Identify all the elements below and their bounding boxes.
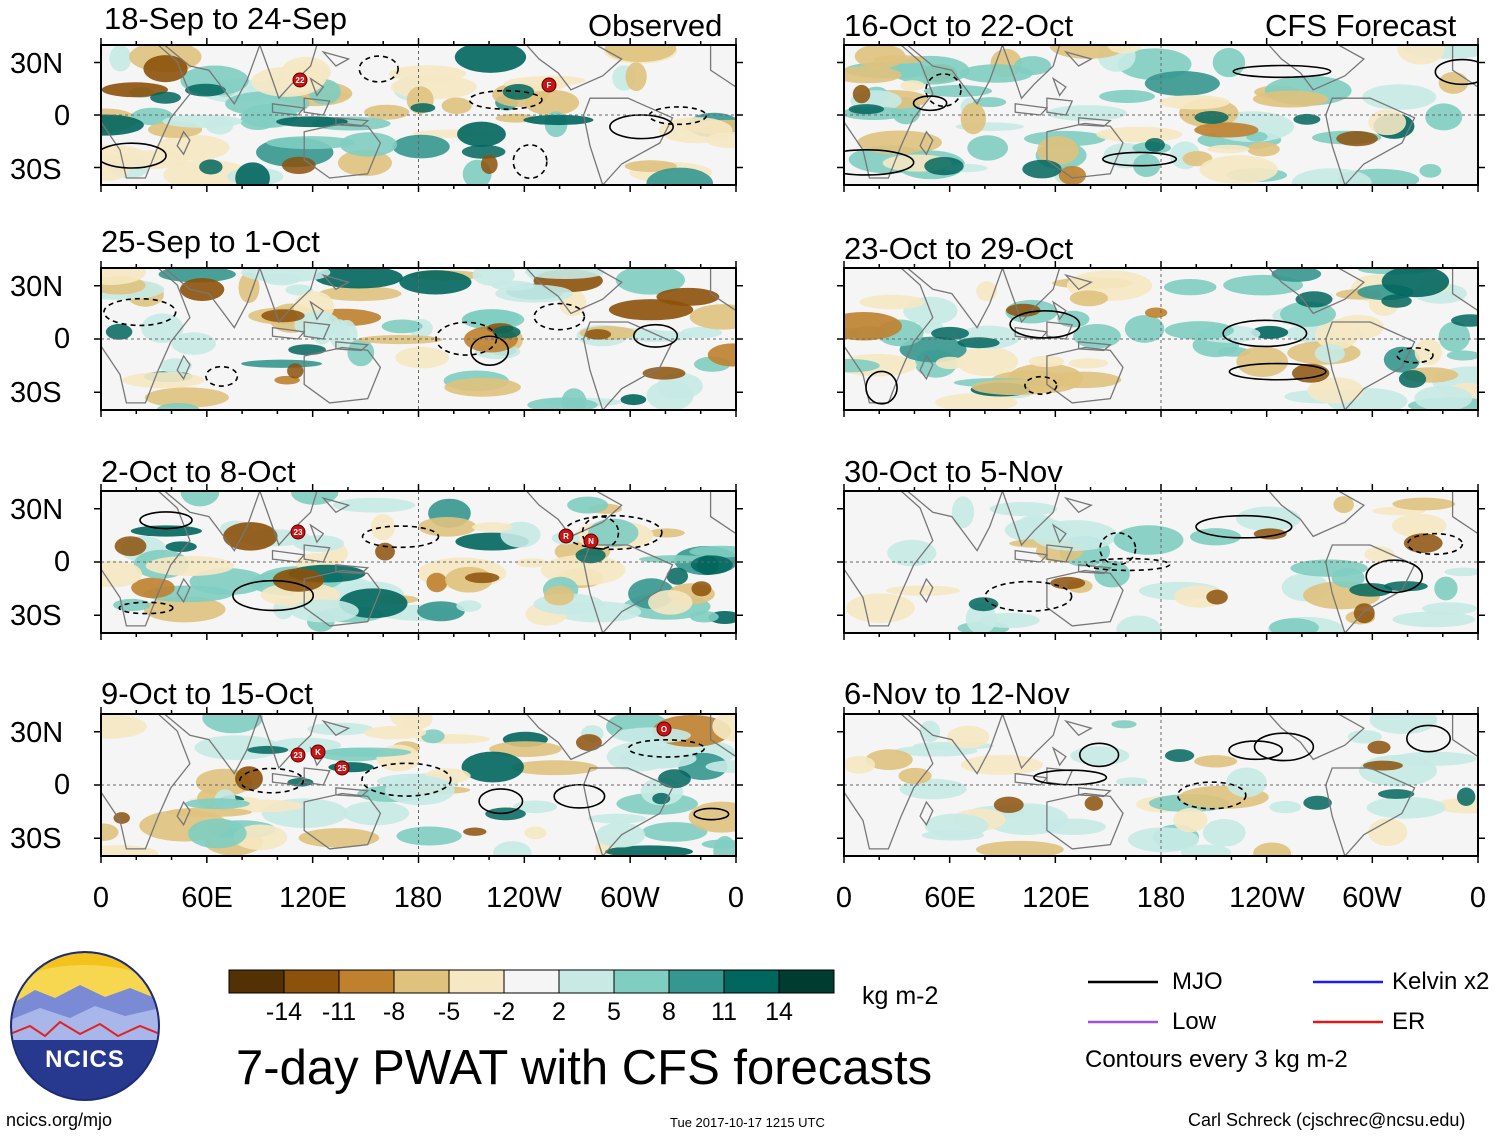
lon-label-60e: 60E xyxy=(924,882,976,914)
lat-label-eq: 0 xyxy=(54,769,71,801)
lat-label-eq: 0 xyxy=(54,100,71,132)
lon-label-60e: 60E xyxy=(181,882,233,914)
map-panel-7 xyxy=(844,491,1478,633)
storm-marker: R xyxy=(558,528,574,544)
storm-marker: 25 xyxy=(334,760,350,776)
legend-mjo-label: MJO xyxy=(1172,968,1223,995)
map-panels: 22 F 23 R N 23 K 25 O xyxy=(94,38,1485,863)
colorbar-tick-label: -14 xyxy=(265,998,303,1026)
storm-marker: O xyxy=(656,721,672,737)
storm-marker-label: R xyxy=(563,532,569,541)
panel-title-obs-2: 25-Sep to 1-Oct xyxy=(101,224,320,259)
forecast-label: CFS Forecast xyxy=(1265,8,1457,43)
lat-label-eq: 0 xyxy=(54,546,71,578)
storm-marker-label: F xyxy=(547,81,552,90)
storm-marker-label: N xyxy=(588,537,594,546)
colorbar-tick-label: -5 xyxy=(437,998,461,1026)
storm-marker-label: 25 xyxy=(338,764,347,773)
colorbar-tick-label: 2 xyxy=(552,998,566,1026)
panel-title-fcst-3: 30-Oct to 5-Nov xyxy=(844,454,1063,489)
lon-label-0-end: 0 xyxy=(1469,882,1487,914)
colorbar-tick-label: -2 xyxy=(492,998,516,1026)
colorbar-tick-label: -11 xyxy=(321,998,357,1026)
lon-label-120e: 120E xyxy=(1022,882,1090,914)
colorbar-swatch xyxy=(448,969,505,994)
storm-marker-label: K xyxy=(315,748,321,757)
panel-title-obs-1: 18-Sep to 24-Sep xyxy=(104,1,348,36)
legend-er-label: ER xyxy=(1392,1008,1426,1035)
lon-label-180: 180 xyxy=(1136,882,1186,914)
storm-marker: K xyxy=(310,744,326,760)
map-panel-8 xyxy=(844,714,1478,856)
lat-label-30n: 30N xyxy=(10,271,64,303)
footer-url[interactable]: ncics.org/mjo xyxy=(6,1110,113,1130)
map-panel-4 xyxy=(101,714,736,856)
storm-marker: N xyxy=(583,533,599,549)
lon-label-60w: 60W xyxy=(1342,882,1402,914)
lat-label-30s: 30S xyxy=(10,823,62,855)
map-panel-5 xyxy=(844,45,1478,185)
storm-marker: 23 xyxy=(290,524,306,540)
map-panel-2 xyxy=(101,268,736,410)
storm-marker-label: 23 xyxy=(294,751,303,760)
colorbar-tick-label: 5 xyxy=(607,998,621,1026)
storm-marker: 23 xyxy=(290,747,306,763)
lat-label-eq: 0 xyxy=(54,323,71,355)
panel-title-fcst-2: 23-Oct to 29-Oct xyxy=(844,231,1074,266)
legend-kelvin-label: Kelvin x2 xyxy=(1392,968,1490,995)
lat-label-30n: 30N xyxy=(10,494,64,526)
footer-timestamp: Tue 2017-10-17 1215 UTC xyxy=(670,1115,825,1130)
colorbar-swatch xyxy=(228,969,285,994)
colorbar-tick-label: 11 xyxy=(711,998,737,1026)
lon-label-120w: 120W xyxy=(486,882,562,914)
lon-label-120w: 120W xyxy=(1229,882,1305,914)
colorbar-tick-label: 14 xyxy=(765,998,793,1026)
storm-marker: F xyxy=(541,77,557,93)
figure-title: 7-day PWAT with CFS forecasts xyxy=(236,1041,933,1095)
lat-label-30s: 30S xyxy=(10,154,62,186)
colorbar xyxy=(228,969,835,994)
colorbar-swatch xyxy=(613,969,670,994)
panel-title-obs-4: 9-Oct to 15-Oct xyxy=(101,676,313,711)
map-panel-1 xyxy=(101,45,736,185)
lon-label-0-end: 0 xyxy=(727,882,745,914)
lon-label-60w: 60W xyxy=(600,882,660,914)
colorbar-swatch xyxy=(393,969,450,994)
storm-marker-label: O xyxy=(661,725,667,734)
observed-label: Observed xyxy=(588,8,723,43)
colorbar-swatch xyxy=(723,969,780,994)
storm-marker-label: 23 xyxy=(294,528,303,537)
lat-label-30n: 30N xyxy=(10,48,64,80)
colorbar-tick-label: -8 xyxy=(382,998,406,1026)
colorbar-units: kg m-2 xyxy=(862,982,939,1010)
colorbar-tick-label: 8 xyxy=(662,998,676,1026)
ncics-logo xyxy=(10,951,160,1101)
storm-marker-label: 22 xyxy=(296,76,305,85)
lon-label-0: 0 xyxy=(92,882,110,914)
map-panel-6 xyxy=(844,268,1478,410)
lon-label-120e: 120E xyxy=(279,882,347,914)
colorbar-swatch xyxy=(668,969,725,994)
lon-label-0: 0 xyxy=(835,882,853,914)
lat-label-30s: 30S xyxy=(10,377,62,409)
colorbar-swatch xyxy=(558,969,615,994)
panel-title-obs-3: 2-Oct to 8-Oct xyxy=(101,454,296,489)
colorbar-swatch xyxy=(283,969,340,994)
lat-label-30n: 30N xyxy=(10,717,64,749)
ncics-logo-text: NCICS xyxy=(45,1046,125,1073)
lon-label-180: 180 xyxy=(393,882,443,914)
legend-low-label: Low xyxy=(1172,1008,1217,1035)
storm-marker: 22 xyxy=(292,72,308,88)
lat-label-30s: 30S xyxy=(10,600,62,632)
colorbar-swatch xyxy=(503,969,560,994)
contour-note: Contours every 3 kg m-2 xyxy=(1085,1046,1348,1073)
map-panel-3 xyxy=(101,491,736,633)
colorbar-swatch xyxy=(778,969,835,994)
panel-title-fcst-4: 6-Nov to 12-Nov xyxy=(844,676,1070,711)
colorbar-swatch xyxy=(338,969,395,994)
footer-author: Carl Schreck (cjschrec@ncsu.edu) xyxy=(1188,1110,1466,1130)
panel-title-fcst-1: 16-Oct to 22-Oct xyxy=(844,8,1074,43)
